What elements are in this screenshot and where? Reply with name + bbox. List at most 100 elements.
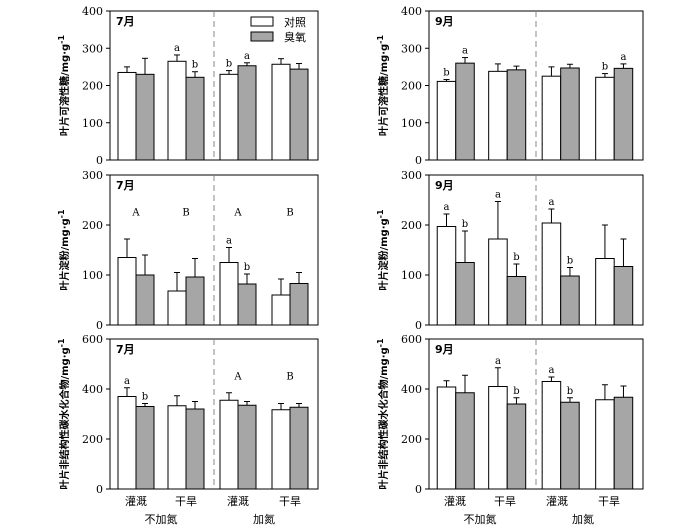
bar-ozone	[506, 276, 527, 326]
y-tick-label: 100	[82, 117, 103, 130]
y-tick-label: 300	[401, 42, 422, 55]
group-significance-letter: B	[182, 208, 189, 219]
significance-letter: b	[244, 262, 250, 273]
significance-letter: b	[226, 59, 232, 70]
y-axis-label-superscript: -1	[376, 35, 385, 44]
x-group-label-nitrogen: 加氮	[253, 512, 275, 526]
panel-month-label: 7月	[116, 15, 135, 28]
significance-letter: a	[495, 190, 501, 201]
y-axis-label: 叶片可溶性糖/mg·g-1	[57, 35, 71, 137]
bar-control	[436, 386, 457, 490]
legend-swatch-ozone	[250, 31, 274, 42]
bar-control	[595, 76, 615, 161]
x-category-label: 灌溉	[444, 495, 466, 508]
y-tick-label: 0	[96, 154, 103, 167]
bar-control	[271, 294, 291, 326]
bar-ozone	[613, 266, 634, 326]
significance-letter: a	[462, 46, 468, 57]
x-group-label-nitrogen: 加氮	[572, 512, 594, 526]
bar-ozone	[455, 392, 475, 490]
y-tick-label: 0	[415, 319, 422, 332]
bar-ozone	[135, 274, 155, 326]
bar-control	[488, 386, 508, 490]
y-axis-label-superscript: -1	[57, 35, 66, 44]
x-category-label: 灌溉	[227, 495, 249, 508]
significance-letter: a	[548, 197, 554, 208]
bar-ozone	[560, 401, 580, 490]
y-axis-label: 叶片非结构性碳水化合物/mg·g-1	[376, 338, 390, 490]
bar-control	[488, 70, 508, 161]
y-tick-label: 400	[401, 383, 422, 396]
significance-letter: a	[226, 236, 232, 247]
group-significance-letter: B	[286, 372, 293, 383]
bar-ozone	[185, 76, 205, 161]
x-group-label-no-nitrogen: 不加氮	[145, 512, 178, 526]
group-significance-letter: B	[286, 208, 293, 219]
x-group-label-no-nitrogen: 不加氮	[464, 512, 497, 526]
y-tick-label: 200	[82, 219, 103, 232]
bar-control	[167, 290, 187, 326]
chart-panel: 0 100 200 300 400 叶片可溶性糖/mg·g-1 7月 a b b a	[57, 5, 319, 167]
bar-control	[219, 73, 239, 161]
bar-control	[167, 60, 187, 161]
bar-control	[541, 381, 562, 490]
x-axis-labels-left: 灌溉 干旱 灌溉 干旱 不加氮 加氮	[125, 495, 301, 526]
bar-control	[117, 71, 137, 161]
legend-label-ozone: 臭氧	[284, 30, 306, 44]
bar-ozone	[237, 65, 257, 161]
significance-letter: b	[192, 60, 198, 71]
y-axis-label: 叶片非结构性碳水化合物/mg·g-1	[57, 338, 71, 490]
bar-ozone	[455, 262, 475, 326]
y-axis-label-superscript: -1	[376, 338, 385, 347]
significance-letter: b	[513, 252, 519, 263]
bar-control	[488, 238, 508, 326]
y-tick-label: 100	[401, 269, 422, 282]
y-axis-label-superscript: -1	[57, 209, 66, 218]
bar-ozone	[613, 67, 634, 161]
group-significance-letter: A	[233, 208, 242, 219]
x-category-label: 干旱	[598, 495, 620, 508]
y-tick-label: 400	[401, 5, 422, 18]
y-tick-label: 400	[82, 383, 103, 396]
chart-panel: 0 200 400 600 叶片非结构性碳水化合物/mg·g-1 7月 a b A B	[57, 333, 319, 496]
bar-control	[541, 222, 562, 326]
significance-letter: a	[174, 43, 180, 54]
y-tick-label: 600	[82, 333, 103, 346]
y-tick-label: 300	[82, 169, 103, 182]
bar-ozone	[237, 283, 257, 326]
y-tick-label: 0	[96, 483, 103, 496]
bar-ozone	[237, 404, 257, 490]
bar-ozone	[289, 68, 309, 161]
significance-letter: b	[142, 392, 148, 403]
significance-letter: a	[244, 51, 250, 62]
bar-ozone	[289, 406, 309, 490]
x-category-label: 干旱	[279, 495, 301, 508]
bar-ozone	[185, 276, 205, 326]
panel-month-label: 7月	[116, 179, 135, 192]
bar-control	[271, 63, 291, 161]
panel-month-label: 9月	[435, 179, 454, 192]
legend-swatch-control	[250, 16, 274, 27]
y-tick-label: 600	[401, 333, 422, 346]
y-tick-label: 300	[401, 169, 422, 182]
significance-letter: b	[567, 256, 573, 267]
significance-letter: a	[124, 376, 130, 387]
y-axis-label: 叶片淀粉/mg·g-1	[376, 209, 390, 291]
bar-control	[436, 80, 457, 161]
group-significance-letter: A	[233, 372, 242, 383]
bar-ozone	[506, 403, 527, 490]
bar-ozone	[185, 408, 205, 490]
bar-ozone	[455, 62, 475, 161]
bar-ozone	[560, 67, 580, 161]
bar-ozone	[135, 406, 155, 490]
bar-control	[167, 405, 187, 490]
y-tick-label: 0	[415, 483, 422, 496]
bar-ozone	[135, 73, 155, 161]
significance-letter: a	[620, 52, 626, 63]
panel-month-label: 9月	[435, 15, 454, 28]
y-tick-label: 200	[401, 433, 422, 446]
x-category-label: 干旱	[175, 495, 197, 508]
panel-month-label: 9月	[435, 343, 454, 356]
significance-letter: a	[548, 365, 554, 376]
